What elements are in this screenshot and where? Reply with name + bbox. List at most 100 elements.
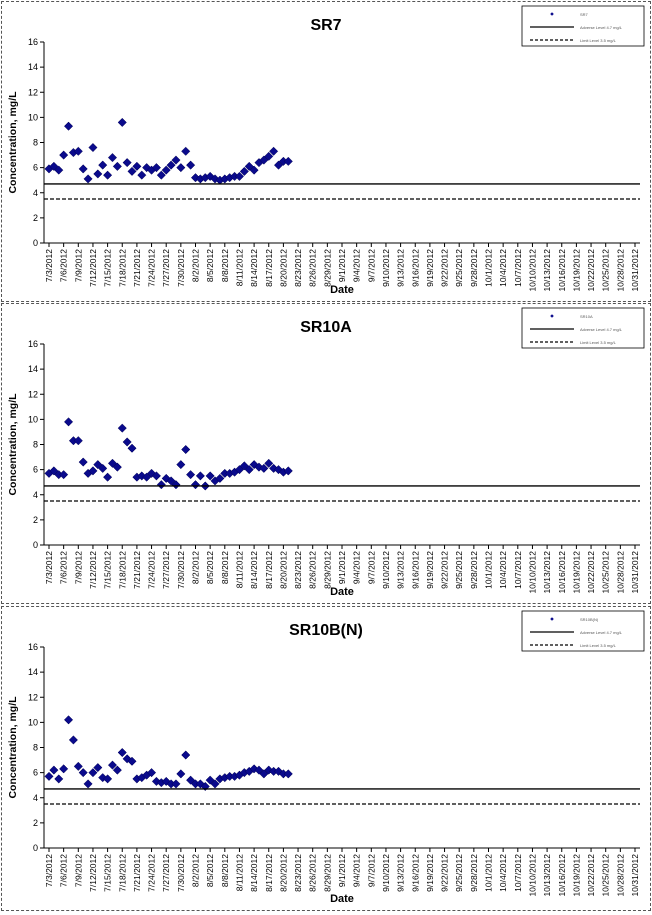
x-tick-label: 8/5/2012 — [205, 249, 215, 282]
data-point — [264, 151, 274, 161]
data-point — [186, 470, 196, 480]
x-tick-label: 8/26/2012 — [308, 854, 318, 892]
data-point — [181, 146, 191, 156]
data-point — [259, 463, 269, 473]
legend-box — [521, 307, 645, 349]
data-point — [122, 437, 132, 447]
data-point — [269, 146, 279, 156]
y-tick-label: 8 — [33, 440, 38, 450]
data-point — [283, 156, 293, 166]
y-tick-label: 4 — [33, 188, 38, 198]
x-tick-label: 9/13/2012 — [396, 249, 406, 287]
x-tick-label: 8/14/2012 — [249, 551, 259, 589]
x-tick-label: 10/19/2012 — [571, 551, 581, 594]
data-point — [103, 774, 113, 784]
x-tick-label: 10/4/2012 — [498, 551, 508, 589]
x-tick-label: 7/3/2012 — [44, 249, 54, 282]
data-point — [73, 146, 83, 156]
data-point — [234, 171, 245, 181]
data-point — [78, 164, 88, 174]
data-point — [44, 771, 54, 781]
data-point — [283, 769, 293, 779]
data-point — [122, 158, 132, 168]
data-point — [59, 470, 69, 480]
data-point — [127, 166, 137, 176]
data-point — [107, 760, 118, 770]
x-tick-label: 8/8/2012 — [220, 854, 230, 887]
x-tick-label: 7/30/2012 — [176, 854, 186, 892]
x-tick-label: 10/25/2012 — [601, 249, 611, 292]
x-tick-label: 7/6/2012 — [59, 249, 69, 282]
data-point — [195, 471, 205, 481]
x-tick-label: 10/16/2012 — [557, 854, 567, 897]
x-tick-label: 7/15/2012 — [103, 551, 113, 589]
x-tick-label: 10/22/2012 — [586, 854, 596, 897]
x-tick-label: 10/22/2012 — [586, 249, 596, 292]
legend-label: Adverse Level 4.7 mg/L — [580, 327, 623, 332]
x-tick-label: 7/9/2012 — [73, 854, 83, 887]
data-point — [210, 779, 220, 789]
data-point — [112, 462, 122, 472]
data-point — [112, 161, 122, 171]
x-tick-label: 9/22/2012 — [440, 249, 450, 287]
x-tick-label: 10/10/2012 — [527, 551, 537, 594]
x-tick-label: 9/28/2012 — [469, 249, 479, 287]
x-tick-label: 7/21/2012 — [132, 249, 142, 287]
data-point — [88, 768, 98, 778]
data-point — [215, 473, 225, 483]
x-tick-label: 8/14/2012 — [249, 249, 259, 287]
x-tick-label: 9/25/2012 — [454, 551, 464, 589]
x-tick-label: 7/18/2012 — [117, 249, 127, 287]
x-tick-label: 9/22/2012 — [440, 551, 450, 589]
x-tick-label: 8/23/2012 — [293, 551, 303, 589]
x-tick-label: 10/22/2012 — [586, 551, 596, 594]
x-tick-label: 7/27/2012 — [161, 854, 171, 892]
data-point — [78, 768, 88, 778]
x-tick-label: 8/14/2012 — [249, 854, 259, 892]
data-point — [171, 779, 181, 789]
data-point — [283, 466, 293, 476]
x-tick-label: 8/2/2012 — [191, 854, 201, 887]
x-tick-label: 9/16/2012 — [410, 854, 420, 892]
x-tick-label: 9/28/2012 — [469, 854, 479, 892]
x-tick-label: 7/18/2012 — [117, 551, 127, 589]
data-point — [205, 471, 215, 481]
legend-marker-swatch — [550, 314, 554, 318]
x-tick-label: 7/15/2012 — [103, 854, 113, 892]
x-tick-label: 10/1/2012 — [484, 854, 494, 892]
x-tick-label: 7/9/2012 — [73, 551, 83, 584]
legend-label: Adverse Level 4.7 mg/L — [580, 630, 623, 635]
data-point — [88, 142, 98, 153]
x-tick-label: 10/25/2012 — [601, 854, 611, 897]
y-tick-label: 6 — [33, 163, 38, 173]
y-tick-label: 10 — [28, 112, 38, 122]
x-tick-label: 9/4/2012 — [352, 551, 362, 584]
data-point — [88, 466, 98, 476]
x-tick-label: 8/8/2012 — [220, 249, 230, 282]
x-tick-label: 10/10/2012 — [527, 249, 537, 292]
x-tick-label: 8/17/2012 — [264, 854, 274, 892]
y-tick-label: 0 — [33, 238, 38, 248]
x-tick-label: 10/25/2012 — [601, 551, 611, 594]
x-tick-label: 10/28/2012 — [615, 854, 625, 897]
data-point — [59, 150, 69, 160]
x-tick-label: 7/9/2012 — [73, 249, 83, 282]
legend-label: SR10B(N) — [580, 617, 599, 622]
x-tick-label: 8/2/2012 — [191, 551, 201, 584]
data-point — [186, 160, 196, 170]
y-tick-label: 6 — [33, 465, 38, 475]
x-tick-label: 8/5/2012 — [205, 854, 215, 887]
x-axis-label: Date — [330, 586, 354, 598]
x-tick-label: 7/30/2012 — [176, 551, 186, 589]
y-tick-label: 16 — [28, 37, 38, 47]
chart-panel-sr10a: SR10A 0 2 4 6 8 10 12 14 16 Concentration, mg/L 7/3… — [1, 303, 651, 604]
data-point — [151, 163, 161, 173]
data-point — [98, 160, 108, 170]
x-tick-label: 9/28/2012 — [469, 551, 479, 589]
x-tick-label: 9/25/2012 — [454, 854, 464, 892]
data-point — [107, 153, 118, 163]
data-point — [195, 779, 205, 789]
chart-svg: SR10A 0 2 4 6 8 10 12 14 16 Concentration, mg/L 7/3… — [7, 307, 645, 598]
x-tick-label: 7/30/2012 — [176, 249, 186, 287]
x-tick-label: 10/13/2012 — [542, 551, 552, 594]
